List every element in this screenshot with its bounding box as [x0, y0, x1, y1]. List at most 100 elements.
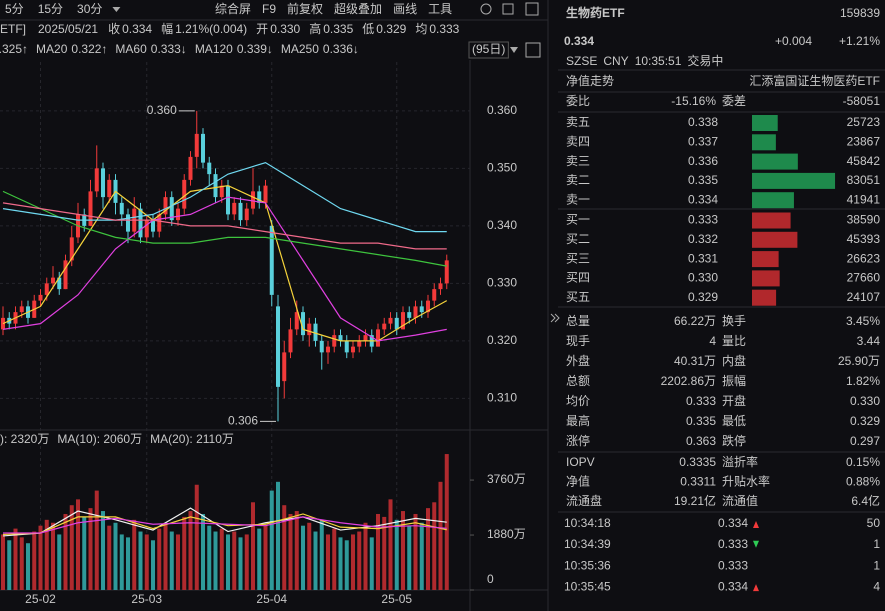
field-label: 委比	[566, 94, 590, 108]
volume-bar	[119, 534, 124, 590]
volume-bar	[163, 522, 168, 590]
field-label: 开盘	[722, 393, 746, 408]
field-value: 0.3311	[680, 475, 716, 489]
candle-body	[201, 133, 205, 163]
book-volume: 41941	[847, 192, 881, 206]
volume-bar	[257, 528, 262, 590]
field-value: 0.88%	[846, 475, 880, 489]
book-bar	[752, 192, 794, 209]
period-tab[interactable]: 5分	[5, 2, 24, 16]
candle-body	[144, 220, 149, 238]
ma-line	[2, 190, 447, 267]
ma-line	[2, 507, 447, 537]
candle-body	[176, 208, 180, 221]
toolbar-button[interactable]: 前复权	[287, 1, 323, 16]
candle-body	[307, 323, 312, 336]
candle-body	[413, 306, 418, 318]
volume-bar	[207, 525, 212, 590]
period-tab[interactable]: 15分	[38, 2, 63, 16]
y-tick-label: 3760万	[487, 472, 526, 486]
field-value: 0.3335	[679, 455, 716, 469]
nav-tab[interactable]: 净值走势	[566, 73, 614, 88]
book-bar	[752, 172, 836, 189]
volume-bar	[57, 534, 62, 590]
candle-body	[263, 185, 268, 203]
toolbar-button[interactable]: 工具	[428, 2, 452, 16]
range-button-frame[interactable]	[468, 41, 509, 59]
field-label: 换手	[722, 314, 746, 328]
period-tab[interactable]: 30分	[77, 2, 102, 16]
candle-body	[207, 162, 212, 175]
volume-bar	[188, 511, 193, 590]
volume-bar	[344, 540, 349, 590]
toolbar-button[interactable]: 超级叠加	[334, 1, 382, 16]
candle-body	[107, 179, 112, 198]
book-price: 0.332	[688, 232, 718, 246]
volume-bar	[301, 525, 305, 590]
field-value: 66.22万	[674, 314, 716, 328]
toolbar-button[interactable]: F9	[262, 2, 276, 16]
candle-body	[244, 208, 249, 221]
volume-bar	[382, 516, 387, 590]
book-bar	[752, 231, 798, 248]
book-volume: 24107	[847, 290, 881, 304]
volume-bar	[338, 537, 343, 590]
book-price: 0.335	[688, 173, 718, 187]
candle-body	[213, 174, 218, 198]
field-value: 0.335	[686, 414, 716, 428]
book-price: 0.329	[688, 290, 718, 304]
candle-body	[282, 352, 287, 382]
candle-body	[232, 202, 237, 215]
candle-body	[301, 312, 305, 336]
collapse-button[interactable]	[550, 313, 560, 323]
legend-value: 0.339↓	[237, 42, 273, 56]
volume-bar	[107, 525, 112, 590]
down-arrow	[753, 540, 759, 548]
volume-bar	[201, 513, 205, 590]
candle-body	[69, 237, 74, 261]
period-dropdown[interactable]	[112, 7, 121, 12]
toolbar-button[interactable]: 综合屏	[215, 1, 251, 16]
candle-body	[288, 329, 293, 353]
volume-bar	[26, 543, 30, 590]
candle-body	[226, 185, 230, 215]
candle-body	[276, 306, 280, 387]
trade-time: 10:34:39	[564, 537, 611, 551]
volume-bar	[238, 537, 243, 590]
legend-name: MA250	[281, 42, 319, 56]
toolbar-button[interactable]: 画线	[393, 2, 417, 16]
ma-line	[2, 196, 447, 342]
volume-bar	[44, 519, 49, 590]
ma-line	[2, 161, 447, 233]
trade-volume: 1	[873, 559, 880, 573]
candle-body	[151, 220, 155, 232]
wp-icon[interactable]	[525, 42, 541, 58]
settings-icon[interactable]	[480, 3, 492, 15]
volume-bar	[326, 534, 330, 590]
y-tick-label: 0.350	[487, 161, 517, 175]
field-label: 最低	[722, 414, 746, 428]
candle-body	[19, 306, 24, 313]
window-icon[interactable]	[502, 3, 514, 15]
close-icon[interactable]	[525, 2, 539, 16]
x-tick-label: 25-02	[25, 592, 56, 606]
candle-body	[188, 156, 193, 180]
volume-bar	[388, 499, 393, 590]
book-price: 0.333	[688, 213, 718, 227]
volume-bar	[219, 528, 224, 590]
book-price: 0.336	[688, 154, 718, 168]
volume-bar	[369, 537, 374, 590]
candle-body	[63, 260, 68, 290]
field-value: 0.363	[686, 434, 716, 448]
candle-body	[163, 197, 168, 215]
field-label: 跌停	[722, 433, 746, 448]
volume-bar	[269, 490, 274, 590]
range-button[interactable]: (95日)	[472, 42, 505, 56]
volume-bar	[363, 522, 368, 590]
volume-bar	[132, 519, 137, 590]
candle-body	[238, 202, 243, 221]
dropdown-icon[interactable]	[510, 47, 518, 53]
volume-bar	[351, 534, 355, 590]
book-price: 0.337	[688, 134, 718, 148]
info-value: 0.329	[376, 22, 406, 36]
